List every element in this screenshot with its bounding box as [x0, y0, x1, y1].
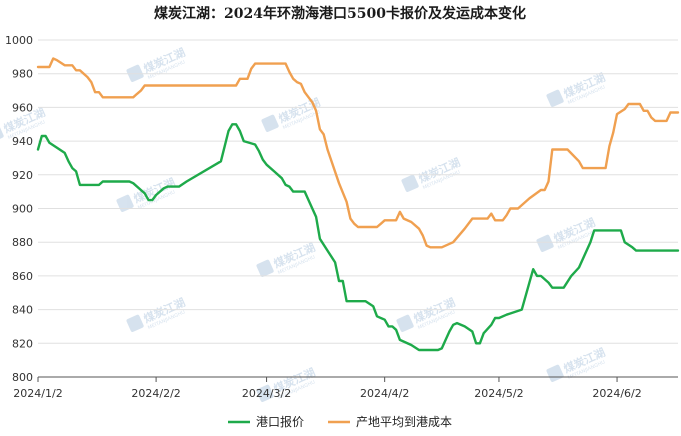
- y-tick-label: 820: [12, 337, 33, 350]
- y-tick-label: 900: [12, 203, 33, 216]
- x-tick-label: 2024/4/2: [360, 387, 409, 400]
- watermark-logo: [546, 89, 564, 107]
- watermark-logo: [396, 314, 414, 332]
- y-tick-label: 840: [12, 304, 33, 317]
- chart-title: 煤炭江湖：2024年环渤海港口5500卡报价及发运成本变化: [154, 5, 526, 22]
- legend-label: 产地平均到港成本: [356, 415, 452, 429]
- legend-label: 港口报价: [256, 414, 304, 429]
- watermark-logo: [126, 314, 144, 332]
- watermark-logo: [546, 364, 564, 382]
- x-axis: 2024/1/2 2024/2/2 2024/3/2 2024/4/2 2024/5/2…: [13, 376, 678, 400]
- x-tick-label: 2024/3/2: [242, 387, 291, 400]
- watermark-logo: [116, 194, 134, 212]
- watermark-logo: [536, 234, 554, 252]
- x-tick-label: 2024/5/2: [474, 387, 523, 400]
- watermark-logo: [256, 384, 274, 402]
- x-tick-label: 2024/1/2: [13, 387, 62, 400]
- y-tick-label: 800: [12, 371, 33, 384]
- watermark-logo: [261, 114, 279, 132]
- y-tick-label: 920: [12, 169, 33, 182]
- y-tick-label: 940: [12, 135, 33, 148]
- watermark-logo: [256, 259, 274, 277]
- series-line: [36, 57, 680, 249]
- series-line: [36, 123, 680, 352]
- y-axis: 800 820 840 860 880 900 920 940 960 980 1000: [5, 34, 33, 384]
- x-tick-label: 2024/2/2: [131, 387, 180, 400]
- x-tick-label: 2024/6/2: [592, 387, 641, 400]
- y-tick-label: 1000: [5, 34, 33, 47]
- y-tick-label: 960: [12, 101, 33, 114]
- grid-lines: [38, 39, 678, 344]
- watermark-logo: [401, 174, 419, 192]
- y-tick-label: 860: [12, 270, 33, 283]
- legend: 港口报价 产地平均到港成本: [228, 414, 452, 429]
- y-tick-label: 880: [12, 236, 33, 249]
- series-layer: [36, 57, 680, 352]
- y-tick-label: 980: [12, 68, 33, 81]
